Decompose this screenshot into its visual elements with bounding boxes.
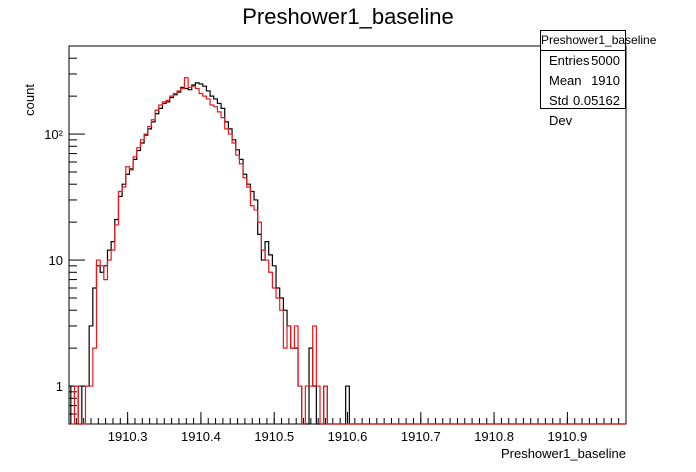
histogram-series-2	[70, 77, 626, 425]
y-tick-label: 1	[56, 379, 63, 394]
histogram-series-1	[70, 82, 626, 425]
y-tick-label: 10²	[44, 127, 63, 142]
chart-title: Preshower1_baseline	[242, 4, 454, 29]
plot-area: 1910.3 1910.4 1910.5 1910.6 1910.7 1910.8 1910…	[44, 45, 627, 444]
stats-value: 5000	[591, 53, 620, 68]
x-tick-label: 1910.9	[547, 429, 587, 444]
y-axis-label: count	[22, 84, 37, 116]
stats-value: 0.05162	[573, 93, 620, 108]
x-tick-label: 1910.3	[108, 429, 148, 444]
x-tick-label: 1910.4	[181, 429, 221, 444]
y-tick-label: 10	[49, 253, 63, 268]
stats-row-mean: Mean 1910	[541, 71, 625, 91]
stats-box: Preshower1_baseline Entries 5000 Mean 19…	[540, 30, 656, 128]
stats-label: Mean	[549, 73, 582, 88]
stats-label: Entries	[549, 53, 590, 68]
x-tick-label: 1910.7	[401, 429, 441, 444]
x-axis-label: Preshower1_baseline	[501, 446, 626, 461]
x-tick-label: 1910.5	[254, 429, 294, 444]
x-tick-label: 1910.8	[474, 429, 514, 444]
stats-label: Std Dev	[549, 93, 573, 128]
stats-row-entries: Entries 5000	[541, 51, 625, 71]
stats-title: Preshower1_baseline	[541, 31, 656, 51]
stats-row-stddev: Std Dev 0.05162	[541, 91, 625, 128]
x-tick-label: 1910.6	[328, 429, 368, 444]
stats-value: 1910	[591, 73, 620, 88]
